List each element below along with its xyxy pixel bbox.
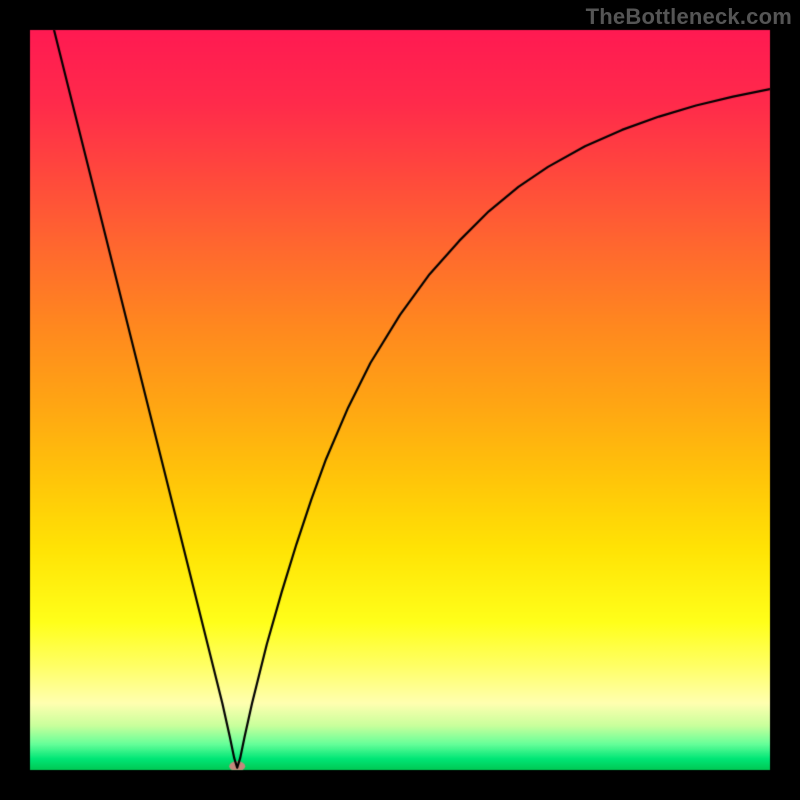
watermark-label: TheBottleneck.com [586,4,792,30]
chart-container: TheBottleneck.com [0,0,800,800]
bottleneck-curve [0,0,800,800]
